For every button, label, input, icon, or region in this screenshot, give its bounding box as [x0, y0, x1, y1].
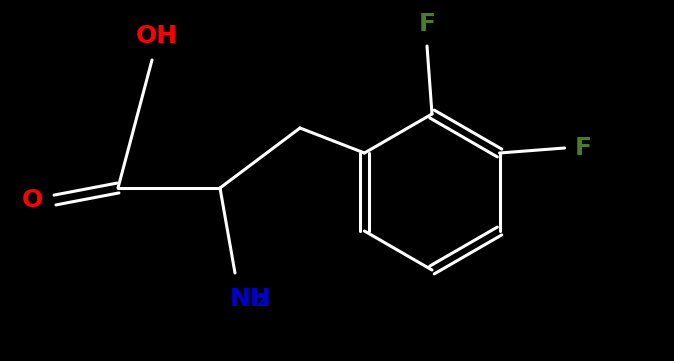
Text: F: F [419, 12, 435, 36]
Text: 2: 2 [256, 292, 268, 310]
Text: O: O [22, 188, 43, 212]
Text: OH: OH [136, 24, 178, 48]
Text: F: F [574, 136, 592, 160]
Text: NH: NH [230, 287, 272, 311]
